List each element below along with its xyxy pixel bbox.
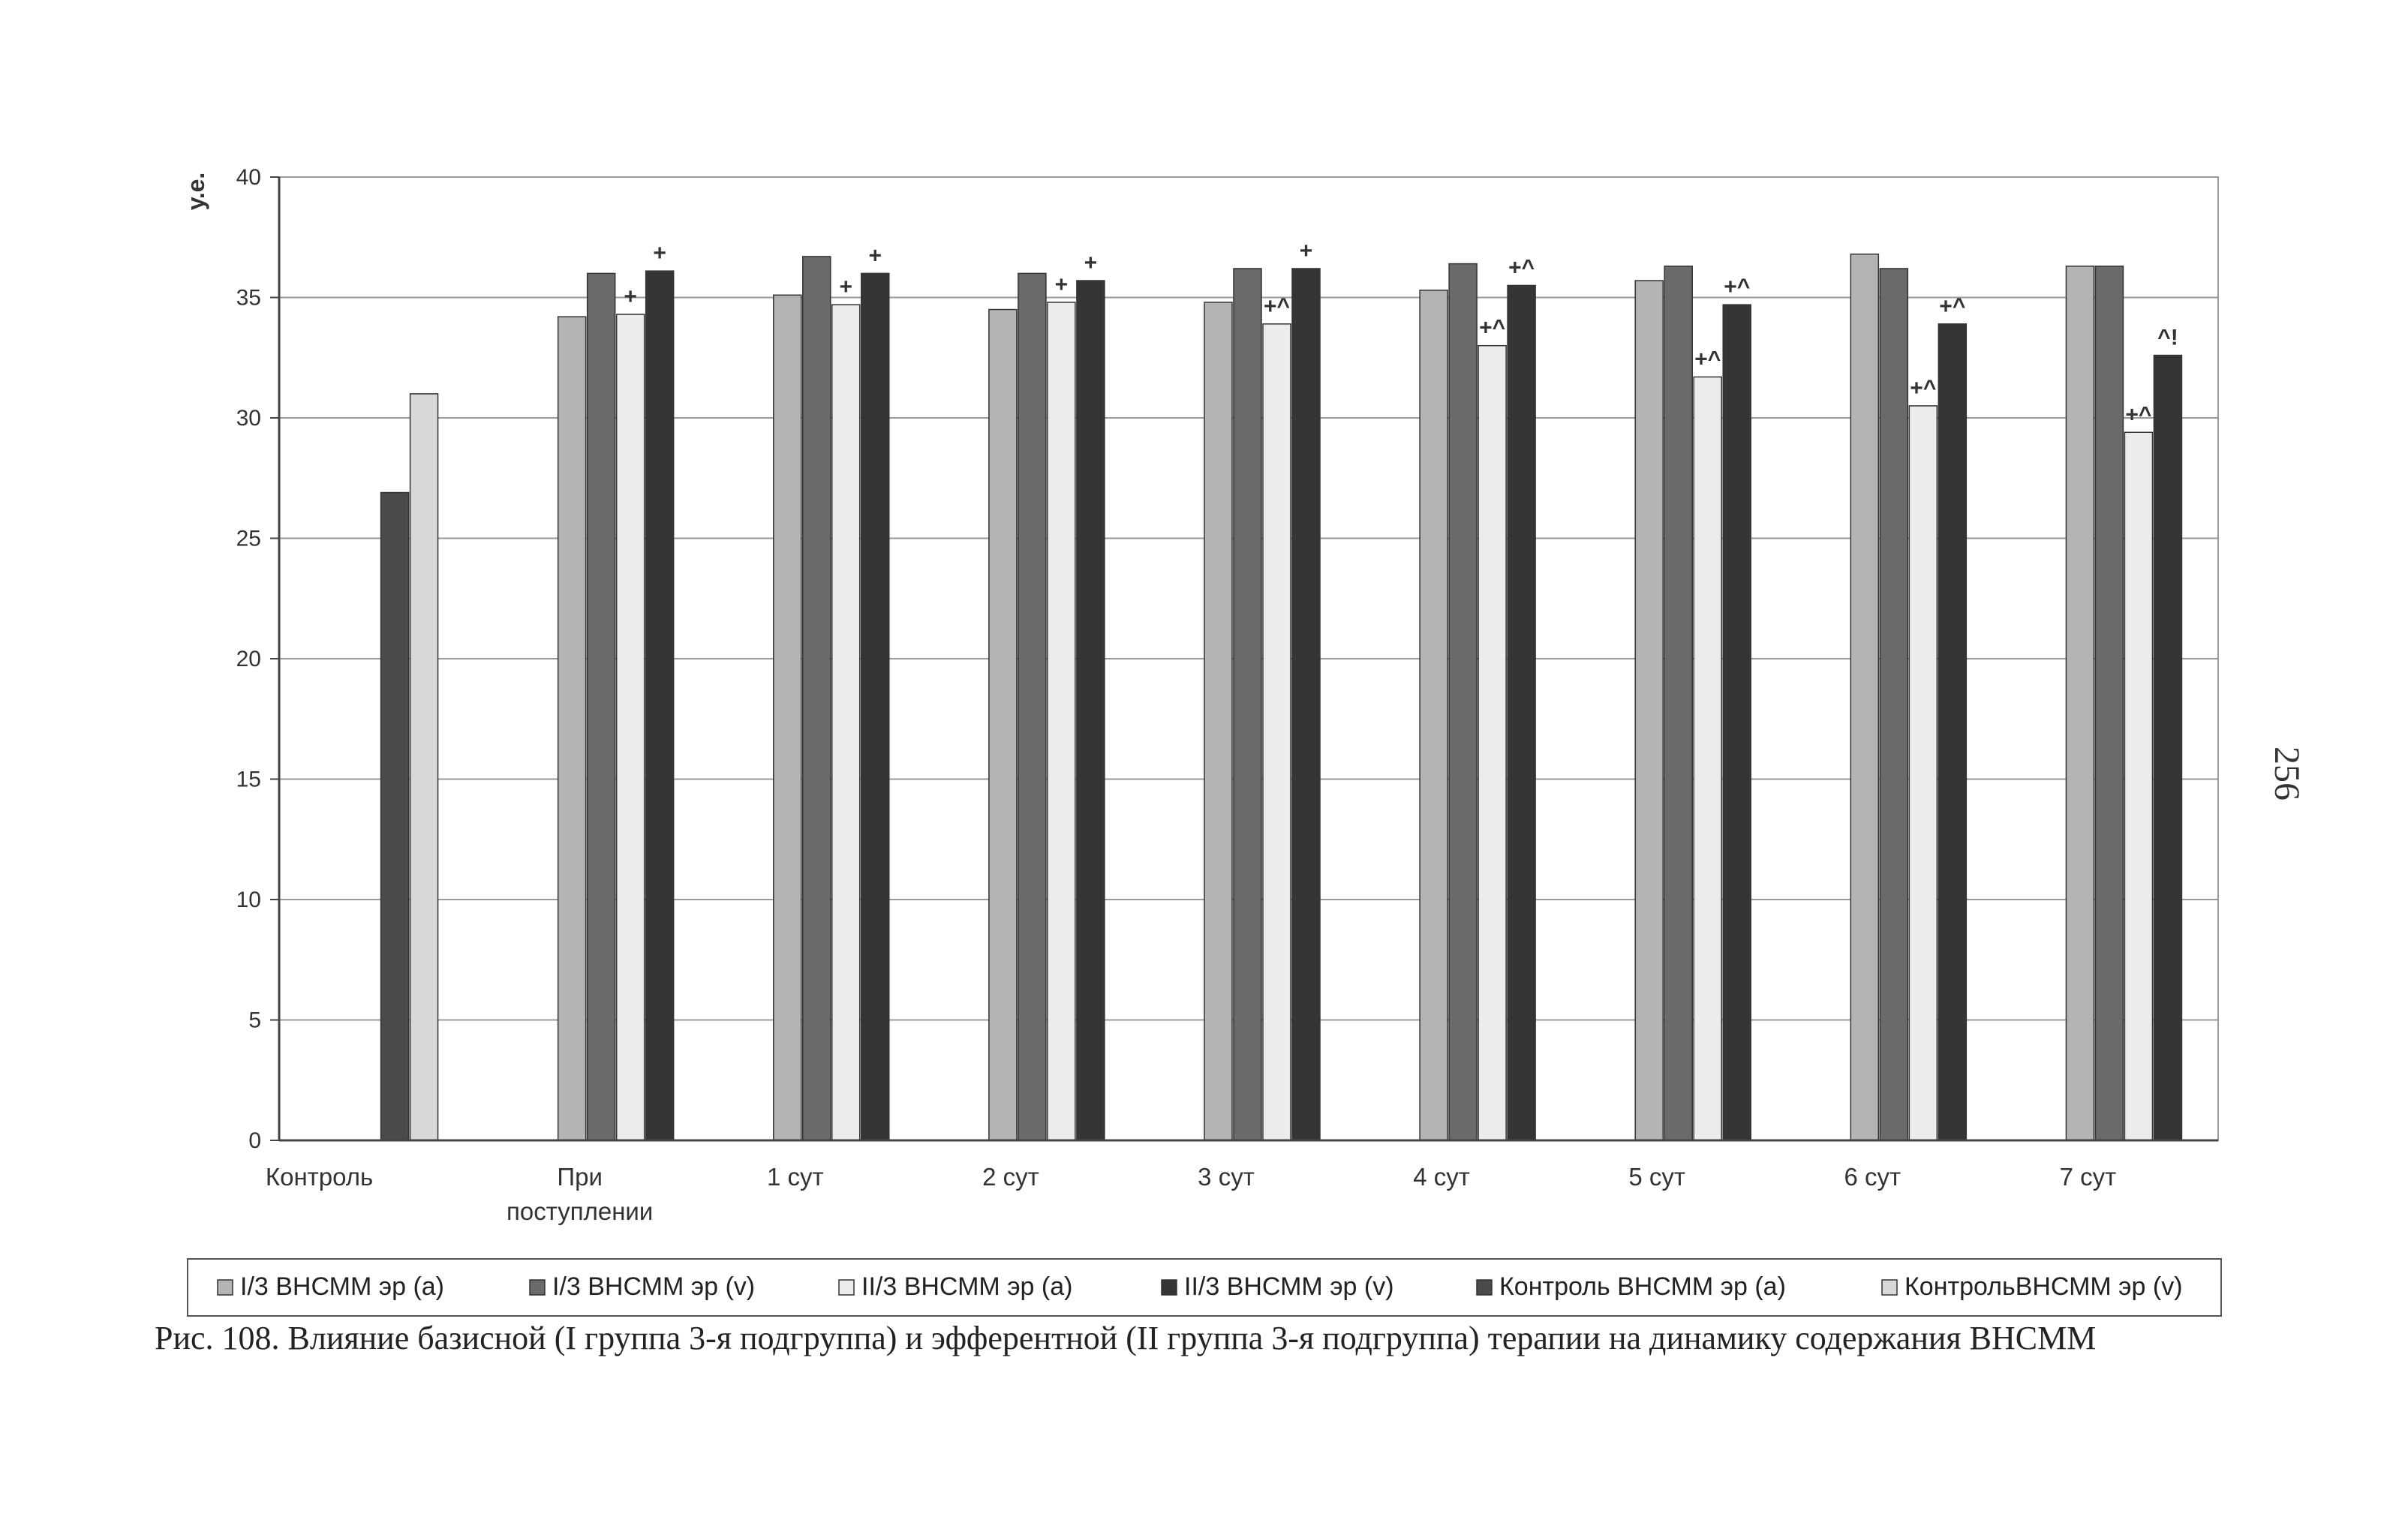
x-tick-label: Контроль (266, 1163, 373, 1191)
bar (1233, 268, 1262, 1141)
bar-annotation: + (1084, 251, 1098, 275)
bar-annotation: +^ (1910, 376, 1936, 401)
legend-label: II/3 ВНСММ эр (v) (1184, 1272, 1394, 1301)
bar (1850, 253, 1880, 1141)
y-tick-label: 25 (236, 527, 261, 551)
bar (1448, 263, 1478, 1141)
x-tick-label: 5 сут (1628, 1163, 1685, 1191)
bar (1047, 302, 1076, 1141)
bar-annotation: + (1300, 239, 1313, 263)
bar (2153, 354, 2183, 1141)
bar (2065, 266, 2095, 1141)
bar (773, 294, 802, 1141)
bar (586, 272, 616, 1141)
bar (1693, 376, 1722, 1141)
bar (1204, 302, 1233, 1141)
bar-annotation: + (653, 241, 666, 266)
bar (831, 304, 861, 1141)
bar-annotation: +^ (2125, 402, 2151, 427)
legend-label: Контроль ВНСММ эр (а) (1499, 1272, 1786, 1301)
legend-label: I/3 ВНСММ эр (а) (240, 1272, 444, 1301)
x-tick-label: 6 сут (1844, 1163, 1901, 1191)
x-tick-label: При поступлении (507, 1163, 653, 1225)
y-tick-label: 30 (236, 406, 261, 431)
bar-annotation: + (869, 243, 882, 268)
y-tick-label: 5 (248, 1008, 261, 1033)
figure-caption: Рис. 108. Влияние базисной (I группа 3-я… (155, 1320, 2097, 1356)
bar (1908, 405, 1938, 1141)
bar (409, 393, 439, 1141)
bar-annotation: +^ (1724, 275, 1750, 299)
bar (988, 308, 1018, 1141)
bar-annotation: + (1055, 272, 1069, 297)
bar (1262, 323, 1291, 1141)
bar-annotation: ^! (2157, 326, 2178, 350)
bar (2094, 266, 2124, 1141)
bar (1938, 323, 1968, 1141)
legend: I/3 ВНСММ эр (а) I/3 ВНСММ эр (v) II/3 ВНС… (217, 1272, 2183, 1301)
x-tick-label: 7 сут (2060, 1163, 2117, 1191)
x-tick-label: 1 сут (767, 1163, 824, 1191)
y-tick-label: 20 (236, 647, 261, 671)
bar (1291, 268, 1321, 1141)
bar (1664, 266, 1693, 1141)
x-tick-labels: Контроль При поступлении 1 сут 2 сут 3 сут 4 с… (266, 1163, 2116, 1225)
legend-swatch (217, 1279, 233, 1296)
bar-annotation: + (840, 275, 853, 299)
bar (1634, 280, 1664, 1141)
x-tick-label: 2 сут (982, 1163, 1039, 1191)
legend-swatch (1476, 1279, 1493, 1296)
bar-annotation: +^ (1479, 316, 1505, 341)
bar (380, 491, 410, 1141)
bar (1419, 290, 1448, 1141)
legend-box (187, 1258, 2222, 1317)
y-tick-label: 40 (236, 165, 261, 190)
bar (1879, 268, 1909, 1141)
legend-swatch (838, 1279, 855, 1296)
bar (2124, 431, 2154, 1141)
y-tick-label: 0 (248, 1128, 261, 1153)
bar (557, 316, 587, 1141)
y-axis-label: у.е. (182, 173, 209, 211)
legend-label: I/3 ВНСММ эр (v) (552, 1272, 755, 1301)
bar-annotation: +^ (1939, 294, 1965, 319)
y-tick-label: 35 (236, 286, 261, 311)
legend-swatch (529, 1279, 546, 1296)
bar-annotation: + (624, 284, 637, 309)
y-tick-label: 15 (236, 767, 261, 792)
bar (615, 314, 645, 1141)
bar (1076, 280, 1105, 1141)
bar (1722, 304, 1751, 1141)
bar-annotation: +^ (1694, 347, 1721, 371)
bar (645, 270, 675, 1141)
x-tick-label: 4 сут (1413, 1163, 1470, 1191)
bar (861, 272, 890, 1141)
bar-annotation: +^ (1264, 294, 1290, 319)
y-tick-label: 10 (236, 888, 261, 912)
bar-annotation: +^ (1508, 255, 1535, 280)
y-tick-labels: 0 5 10 15 20 25 30 35 40 (236, 165, 279, 1153)
x-tick-label: 3 сут (1198, 1163, 1255, 1191)
page-number: 256 (2267, 746, 2307, 801)
bar (1507, 284, 1536, 1141)
legend-label: КонтрольВНСММ эр (v) (1904, 1272, 2183, 1301)
bar (802, 256, 831, 1141)
legend-swatch (1881, 1279, 1898, 1296)
bar (1478, 344, 1507, 1141)
legend-label: II/3 ВНСММ эр (а) (861, 1272, 1072, 1301)
legend-swatch (1161, 1279, 1177, 1296)
annotations: + + + + + + +^ + +^ +^ +^ +^ +^ +^ +^ ^! (624, 239, 2178, 427)
bar (1018, 272, 1047, 1141)
